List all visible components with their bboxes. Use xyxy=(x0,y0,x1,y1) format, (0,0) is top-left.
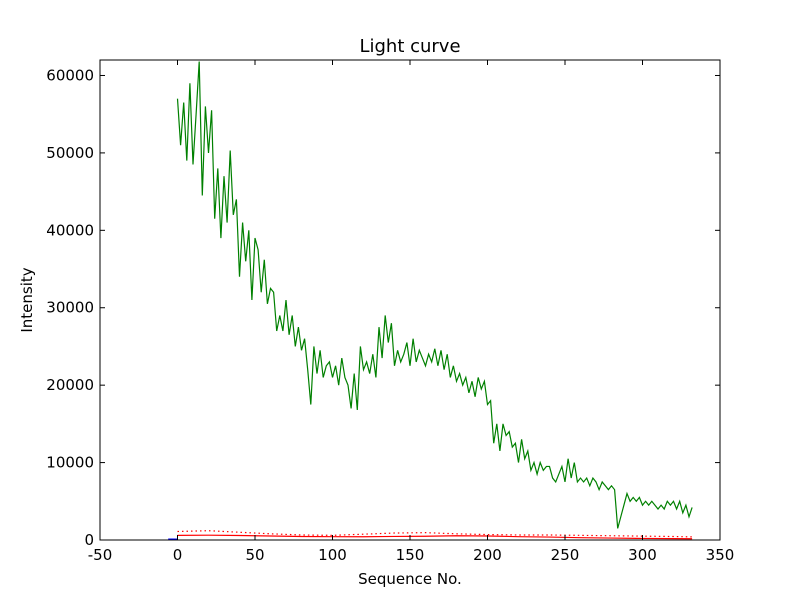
y-tick-label: 60000 xyxy=(46,66,94,84)
y-tick-label: 30000 xyxy=(46,299,94,317)
y-axis-label: Intensity xyxy=(18,267,36,332)
y-axis: 0 10000 20000 30000 40000 50000 60000 xyxy=(46,66,720,549)
plot-area xyxy=(168,61,693,540)
series-line-1 xyxy=(176,61,693,529)
x-tick-label: 300 xyxy=(628,546,657,564)
x-tick-label: 200 xyxy=(473,546,502,564)
x-tick-label: 150 xyxy=(396,546,425,564)
x-axis-label: Sequence No. xyxy=(358,570,462,588)
series-line-2 xyxy=(177,534,693,540)
x-tick-label: 100 xyxy=(318,546,347,564)
x-tick-label: 0 xyxy=(173,546,183,564)
x-tick-label: 250 xyxy=(551,546,580,564)
y-tick-label: 0 xyxy=(84,531,94,549)
x-axis: -50 0 50 100 150 200 250 300 350 xyxy=(88,60,735,564)
x-tick-label: 50 xyxy=(245,546,264,564)
x-tick-label: -50 xyxy=(88,546,113,564)
x-tick-label: 350 xyxy=(706,546,735,564)
y-tick-label: 50000 xyxy=(46,144,94,162)
y-tick-label: 40000 xyxy=(46,221,94,239)
chart-title: Light curve xyxy=(359,36,460,57)
y-tick-label: 20000 xyxy=(46,376,94,394)
y-tick-label: 10000 xyxy=(46,454,94,472)
